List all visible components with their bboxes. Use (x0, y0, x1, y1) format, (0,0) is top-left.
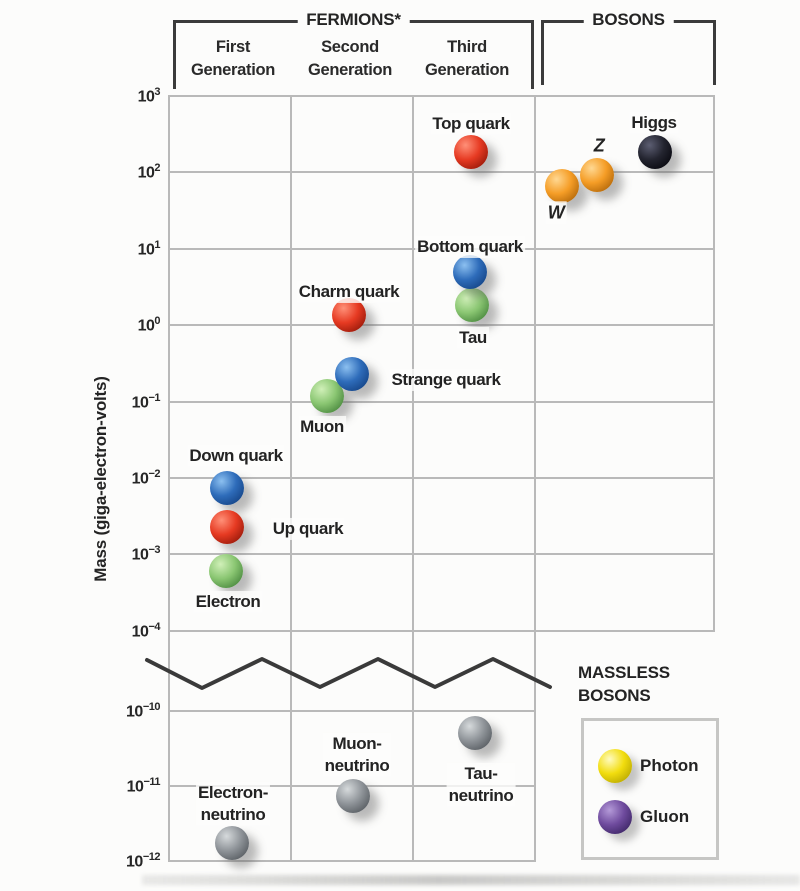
bottom-quark-point (453, 255, 487, 289)
gridline-10e-10 (168, 710, 534, 712)
bosons-header: BOSONS (583, 10, 674, 30)
higgs-point (638, 135, 672, 169)
page-edge-artifact (142, 875, 800, 885)
gridline-10e-3 (168, 553, 713, 555)
y-tick-10e-3: 10−3 (131, 544, 161, 564)
z-boson-point (580, 158, 614, 192)
charm-quark-point (332, 298, 366, 332)
tau-neutrino-label: Tau- neutrino (446, 762, 516, 808)
column-line-3 (534, 95, 536, 862)
y-tick-10e1: 101 (137, 239, 161, 259)
w-boson-point (545, 169, 579, 203)
gridline-10e-4 (168, 630, 713, 632)
muon-neutrino-point (336, 779, 370, 813)
z-boson-label: Z (591, 134, 607, 158)
tau-neutrino-point (458, 716, 492, 750)
electron-neutrino-label: Electron- neutrino (195, 781, 271, 827)
muon-neutrino-label: Muon- neutrino (322, 732, 392, 778)
bottom-quark-label: Bottom quark (415, 235, 525, 259)
strange-quark-label: Strange quark (389, 368, 503, 392)
column-header-first-generation: First Generation (190, 38, 276, 79)
w-boson-label: W (545, 201, 567, 225)
y-tick-10e2: 102 (137, 162, 161, 182)
y-tick-10e-2: 10−2 (131, 468, 161, 488)
gridline-10e-2 (168, 477, 713, 479)
up-quark-point (210, 510, 244, 544)
higgs-label: Higgs (629, 111, 679, 135)
y-tick-10e-1: 10−1 (131, 392, 161, 412)
column-header-third-generation: Third Generation (424, 38, 510, 79)
electron-label: Electron (193, 590, 263, 614)
muon-label: Muon (298, 415, 346, 439)
up-quark-label: Up quark (270, 517, 346, 541)
column-line-1 (290, 95, 292, 862)
gluon-label: Gluon (640, 807, 690, 826)
strange-quark-point (335, 357, 369, 391)
fermions-bracket: FERMIONS* (173, 10, 534, 89)
down-quark-point (210, 471, 244, 505)
gridline-10e2 (168, 171, 713, 173)
y-tick-10e3: 103 (137, 86, 161, 106)
down-quark-label: Down quark (187, 444, 285, 468)
y-tick-10e0: 100 (137, 315, 161, 335)
electron-point (209, 554, 243, 588)
fermions-header: FERMIONS* (297, 10, 410, 30)
electron-neutrino-point (215, 826, 249, 860)
photon-label: Photon (640, 756, 699, 775)
y-tick-10e-12: 10−12 (126, 851, 160, 871)
gridline-10e0 (168, 324, 713, 326)
photon-point (598, 749, 632, 783)
column-line-2 (412, 95, 414, 862)
y-tick-10e-10: 10−10 (126, 701, 160, 721)
tau-label: Tau (457, 326, 489, 350)
column-line-4 (713, 95, 715, 632)
bosons-bracket: BOSONS (541, 10, 716, 85)
top-quark-label: Top quark (430, 112, 512, 136)
column-line-0 (168, 95, 170, 862)
massless-bosons-legend: Photon Gluon (581, 718, 719, 860)
top-quark-point (454, 135, 488, 169)
gridline-10e-1 (168, 401, 713, 403)
gluon-point (598, 800, 632, 834)
charm-quark-label: Charm quark (296, 280, 402, 304)
massless-bosons-title: MASSLESS BOSONS (578, 663, 670, 705)
y-tick-10e-4: 10−4 (131, 621, 161, 641)
gridline-10e-12 (168, 860, 534, 862)
y-tick-10e-11: 10−11 (126, 776, 161, 796)
column-header-second-generation: Second Generation (307, 38, 393, 79)
tau-point (455, 288, 489, 322)
gridline-10e3 (168, 95, 713, 97)
